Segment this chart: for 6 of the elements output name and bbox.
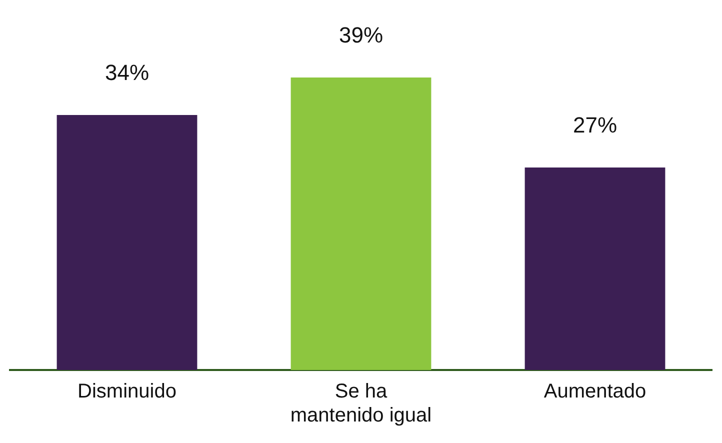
x-tick-label: Aumentado [544, 380, 646, 403]
x-tick-label: Se ha mantenido igual [290, 380, 432, 427]
data-label: 39% [338, 22, 384, 48]
data-label: 34% [104, 60, 150, 86]
x-tick-label: Disminuido [78, 380, 176, 403]
data-label: 27% [572, 112, 618, 138]
